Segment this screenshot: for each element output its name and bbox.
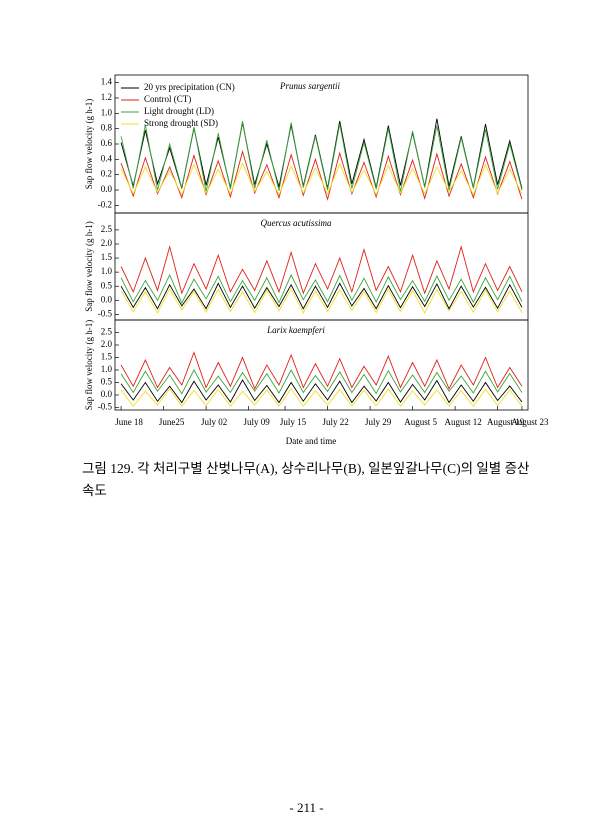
x-tick-label: June25: [159, 417, 185, 427]
x-tick-label: July 29: [365, 417, 392, 427]
y-tick-label: 0.0: [101, 184, 113, 194]
series-line: [120, 245, 523, 295]
legend-label: 20 yrs precipitation (CN): [144, 82, 235, 92]
panel-title: Quercus acutissima: [261, 218, 332, 228]
y-tick-label: 1.0: [101, 107, 113, 117]
panel-frame: [114, 319, 529, 411]
series-line: [120, 273, 523, 305]
series-line: [120, 161, 523, 196]
y-tick-label: 1.5: [101, 352, 113, 362]
y-tick-label: 0.6: [101, 138, 113, 148]
page-number: - 211 -: [289, 800, 324, 815]
x-tick-label: July 02: [201, 417, 227, 427]
y-tick-label: 2.0: [101, 238, 113, 248]
y-tick-label: 0.0: [101, 389, 113, 399]
x-tick-label: August 23: [511, 417, 549, 427]
y-tick-label: 2.5: [101, 327, 113, 337]
series-line: [120, 150, 523, 201]
y-tick-label: 0.0: [101, 294, 113, 304]
y-tick-label: 1.0: [101, 364, 113, 374]
figure-caption: 그림 129. 각 처리구별 산벚나무(A), 상수리나무(B), 일본잎갈나무…: [82, 461, 530, 498]
y-tick-label: 2.5: [101, 224, 113, 234]
y-axis-label: Sap flow velocity (g h-1): [84, 320, 94, 410]
y-tick-label: 0.4: [101, 153, 113, 163]
x-tick-label: August 19: [487, 417, 525, 427]
y-tick-label: 2.0: [101, 339, 113, 349]
x-tick-label: August 5: [404, 417, 437, 427]
y-axis-label: Sap flow velocity (g h-1): [84, 99, 94, 189]
panel-title: Prunus sargentii: [279, 81, 340, 91]
legend-label: Light drought (LD): [144, 106, 214, 116]
series-line: [120, 120, 523, 192]
y-tick-label: 1.2: [101, 92, 112, 102]
series-line: [120, 369, 523, 395]
y-tick-label: 0.5: [101, 280, 113, 290]
series-line: [120, 282, 523, 310]
series-line: [120, 288, 523, 314]
legend-label: Strong drought (SD): [144, 118, 218, 128]
y-tick-label: 1.0: [101, 266, 113, 276]
y-tick-label: 0.2: [101, 169, 112, 179]
x-tick-label: July 22: [322, 417, 348, 427]
y-tick-label: 0.5: [101, 377, 113, 387]
x-tick-label: June 18: [115, 417, 143, 427]
series-line: [120, 351, 523, 390]
y-tick-label: -0.5: [98, 402, 113, 412]
series-line: [120, 387, 523, 408]
x-tick-label: July 09: [243, 417, 270, 427]
y-tick-label: -0.2: [98, 199, 112, 209]
y-tick-label: 1.5: [101, 252, 113, 262]
x-axis-label: Date and time: [286, 436, 336, 446]
y-tick-label: 0.8: [101, 123, 113, 133]
y-tick-label: -0.5: [98, 308, 113, 318]
panel-title: Larix kaempferi: [266, 325, 325, 335]
y-axis-label: Sap flow velocity (g h-1): [84, 221, 94, 311]
legend-label: Control (CT): [144, 94, 191, 104]
x-tick-label: July 15: [280, 417, 307, 427]
y-tick-label: 1.4: [101, 77, 113, 87]
x-tick-label: August 12: [444, 417, 481, 427]
series-line: [120, 379, 523, 404]
